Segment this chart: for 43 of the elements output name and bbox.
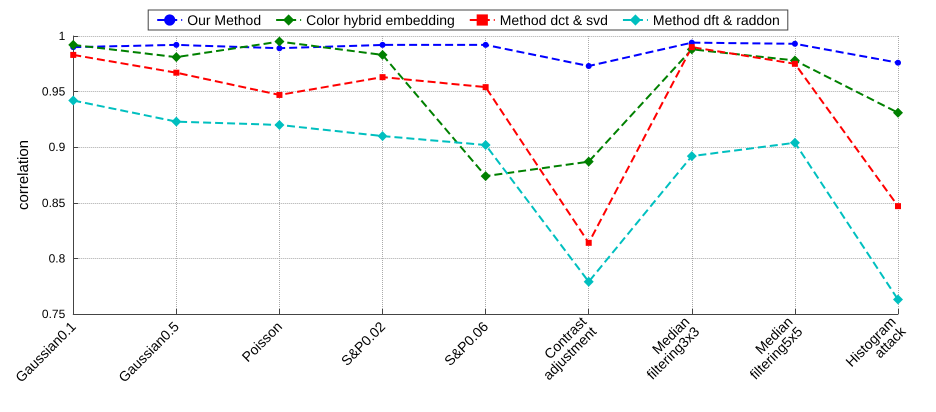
point	[171, 52, 182, 62]
point	[584, 156, 594, 167]
legend-label: Method dft & raddon	[652, 12, 780, 28]
y-tick-label: 0.9	[48, 140, 66, 154]
point	[274, 120, 284, 130]
point	[68, 40, 78, 50]
point	[895, 60, 901, 66]
point	[792, 60, 798, 67]
y-tick-label: 0.95	[42, 84, 66, 99]
legend-label: Color hybrid embedding	[306, 12, 455, 28]
point	[276, 45, 282, 52]
legend-label: Our Method	[187, 12, 262, 28]
point	[276, 92, 282, 98]
point	[482, 84, 489, 90]
point	[893, 294, 903, 305]
point	[480, 140, 491, 150]
point	[173, 42, 180, 48]
point	[792, 40, 798, 47]
point	[380, 42, 386, 48]
point	[70, 52, 76, 58]
y-axis-title: correlation	[15, 140, 32, 210]
point	[274, 36, 284, 47]
y-tick-label: 0.8	[48, 251, 66, 266]
point	[893, 108, 903, 118]
point	[480, 171, 491, 182]
point	[378, 131, 388, 142]
point	[380, 74, 386, 80]
point	[173, 70, 180, 76]
y-tick-label: 0.85	[42, 196, 66, 210]
point	[584, 276, 594, 287]
y-tick-label: 0.75	[42, 307, 66, 321]
point	[895, 203, 901, 210]
point	[482, 42, 489, 48]
point	[68, 95, 78, 106]
legend-label: Method dct & svd	[500, 12, 608, 28]
y-tick-label: 1	[58, 29, 66, 43]
point	[171, 116, 182, 127]
point	[586, 63, 592, 70]
point	[688, 44, 695, 50]
point	[686, 151, 697, 162]
point	[790, 138, 800, 148]
point	[586, 240, 592, 246]
point	[378, 50, 388, 60]
